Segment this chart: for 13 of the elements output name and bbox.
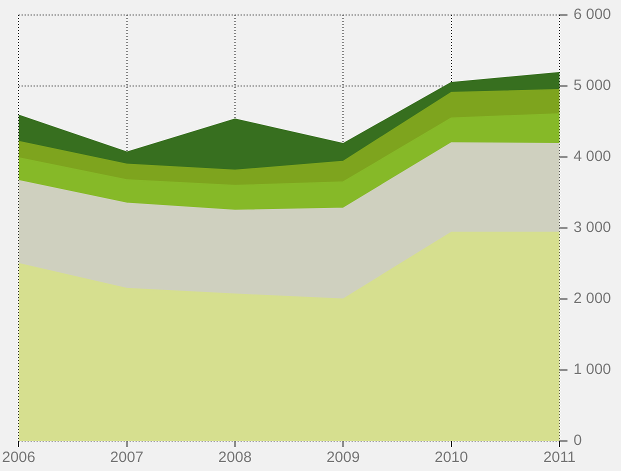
x-tick-label: 2007 bbox=[110, 449, 144, 466]
y-tick-label: 2 000 bbox=[573, 290, 612, 308]
x-tick-label: 2008 bbox=[218, 449, 252, 466]
x-tick-label: 2011 bbox=[543, 449, 576, 466]
x-tick-label: 2010 bbox=[434, 449, 468, 466]
y-tick-label: 6 000 bbox=[573, 6, 612, 24]
x-tick-label: 2009 bbox=[326, 449, 360, 466]
y-tick-label: 3 000 bbox=[573, 219, 612, 236]
y-tick-label: 4 000 bbox=[573, 148, 612, 166]
y-tick-label: 5 000 bbox=[573, 77, 612, 94]
y-tick-label: 0 bbox=[573, 432, 582, 450]
y-tick-label: 1 000 bbox=[573, 361, 612, 378]
x-tick-label: 2006 bbox=[2, 449, 36, 466]
